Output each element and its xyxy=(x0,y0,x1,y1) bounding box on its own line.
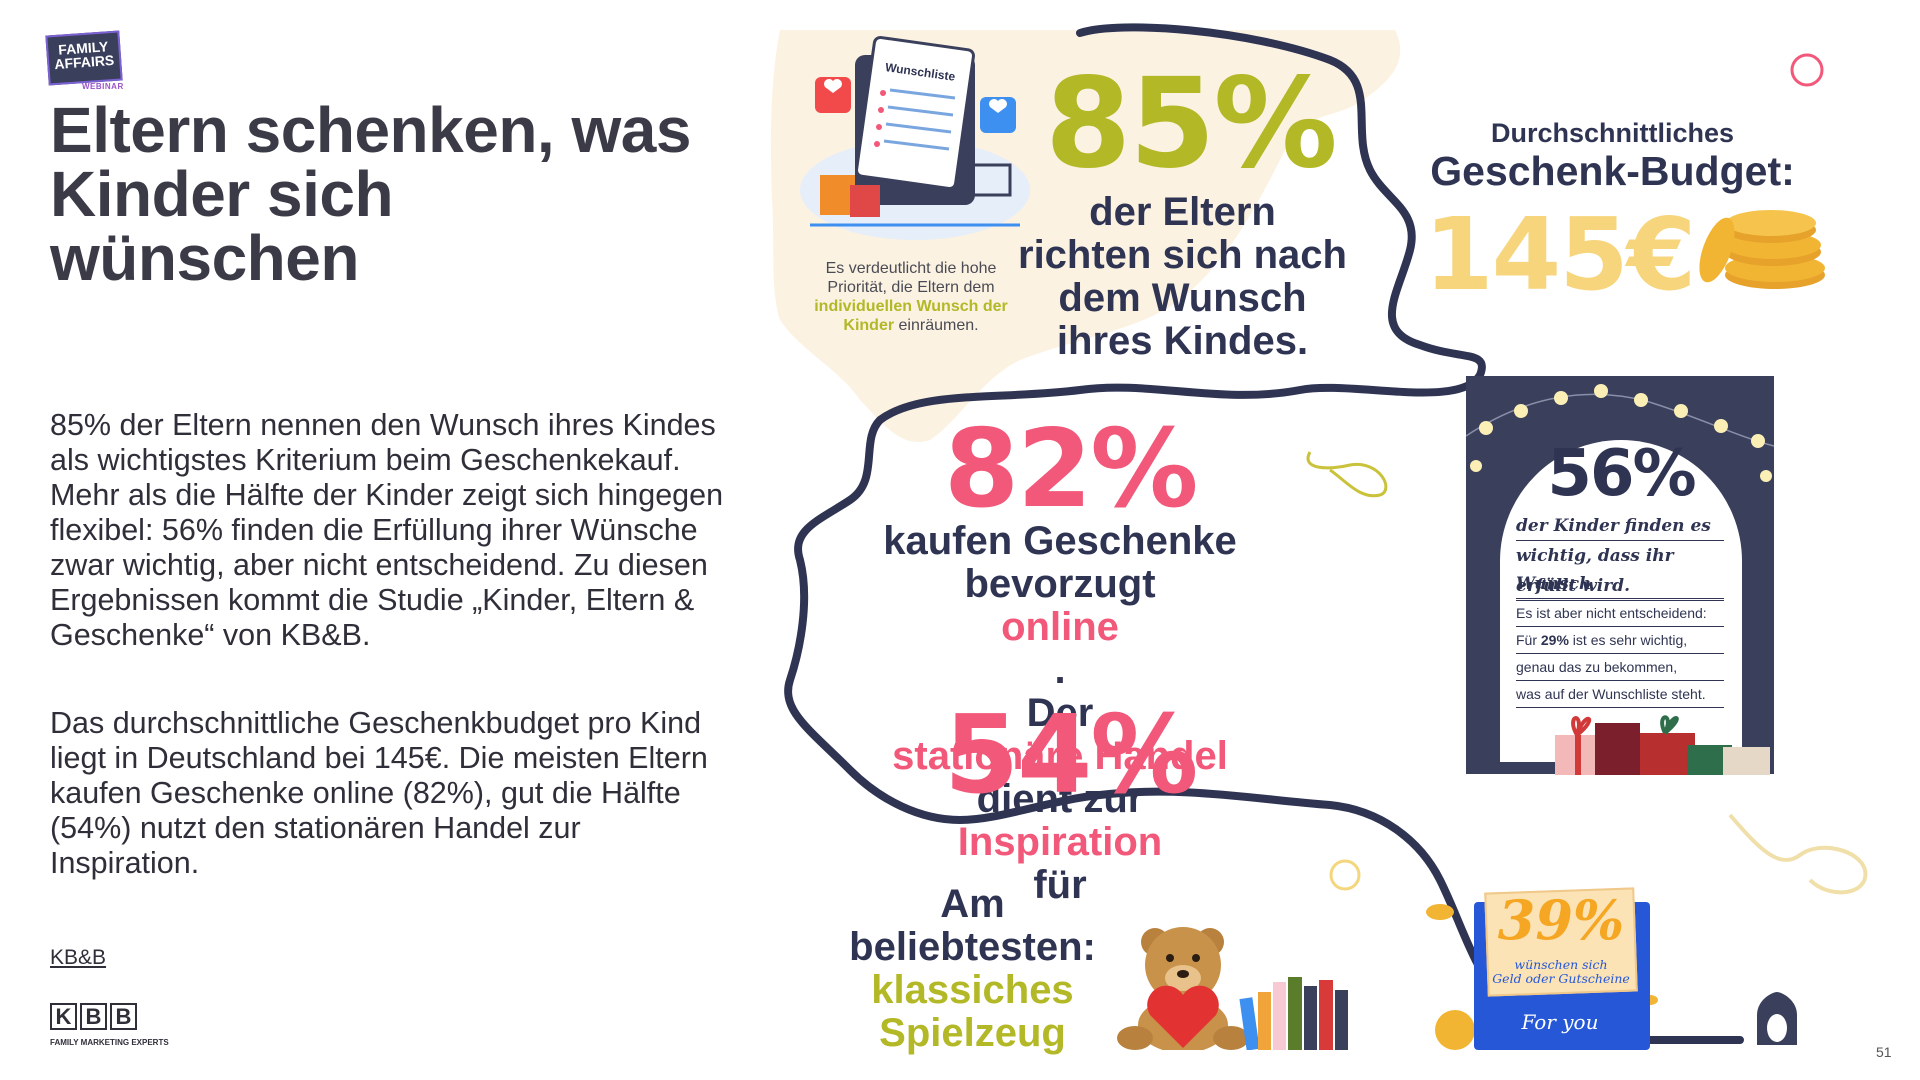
stat-82-line3: Der stationäre Handel xyxy=(892,691,1228,778)
toy-line: beliebtesten: xyxy=(849,925,1096,969)
stat-82-line2: bevorzugt online. xyxy=(964,562,1156,692)
logo-webinar: WEBINAR xyxy=(82,82,124,91)
popular-toy-text: Am beliebtesten: klassiches Spielzeug xyxy=(830,883,1115,1055)
note-text-2: einräumen. xyxy=(894,317,979,334)
page-number: 51 xyxy=(1876,1044,1892,1060)
coin xyxy=(1426,904,1454,920)
gift-boxes-icon xyxy=(1555,715,1770,775)
envelope-label: For you xyxy=(1521,1010,1599,1034)
stat-56-line: wichtig, dass ihr Wunsch xyxy=(1516,542,1724,599)
stat-82-line1: kaufen Geschenke xyxy=(883,519,1237,563)
curvy-line xyxy=(784,23,1744,1044)
body-paragraph-1: 85% der Eltern nennen den Wunsch ihres K… xyxy=(50,408,724,652)
gift-tag-icon xyxy=(1757,992,1797,1045)
kbb-letter: K xyxy=(50,1003,77,1030)
kbb-letter: B xyxy=(80,1003,107,1030)
budget-label-1: Durchschnittliches xyxy=(1490,118,1735,148)
stat-85-text: der Eltern richten sich nach dem Wunsch … xyxy=(1010,191,1355,363)
priority-note: Es verdeutlicht die hohe Priorität, die … xyxy=(796,259,1026,335)
stat-85-line: ihres Kindes. xyxy=(1056,319,1309,363)
pink-ring xyxy=(1790,53,1824,87)
stat-56-detail: genau das zu bekommen, xyxy=(1516,654,1724,681)
stat-82-value: 82% xyxy=(944,407,1199,532)
body-paragraph-2: Das durchschnittliche Geschenkbudget pro… xyxy=(50,706,708,880)
coin xyxy=(1435,1010,1475,1050)
stat-39-value: 39% xyxy=(1497,888,1625,952)
note-text-1: Es verdeutlicht die hohe Priorität, die … xyxy=(825,260,997,296)
stat-39-text: wünschen sich Geld oder Gutscheine xyxy=(1486,958,1636,986)
title-line3: wünschen xyxy=(50,222,359,294)
wishlist-illustration xyxy=(800,35,1030,240)
stat-56-line: der Kinder finden es xyxy=(1516,512,1724,541)
source-link[interactable]: KB&B xyxy=(50,946,107,969)
stat-82-text: kaufen Geschenke bevorzugt online. Der s… xyxy=(800,520,1320,907)
yellow-ring xyxy=(1329,859,1361,891)
note-highlight: individuellen Wunsch der Kinder xyxy=(814,298,1008,334)
budget-value: 145€ xyxy=(1424,196,1696,313)
coin-stack-icon xyxy=(1699,210,1825,289)
budget-label-2: Geschenk-Budget: xyxy=(1430,148,1795,194)
kbb-letter: B xyxy=(110,1003,137,1030)
stat-56-detail: was auf der Wunschliste steht. xyxy=(1516,681,1724,708)
teddy-bear-and-books xyxy=(1117,927,1348,1050)
stat-39-line: Geld oder Gutscheine xyxy=(1492,971,1630,986)
stat-56-detail: Es ist aber nicht entscheidend: xyxy=(1516,600,1724,627)
kbb-tagline: FAMILY MARKETING EXPERTS xyxy=(50,1038,169,1047)
title-line1: Eltern schenken, was xyxy=(50,94,691,166)
stat-54-value: 54% xyxy=(944,693,1199,818)
stat-85-line: dem Wunsch xyxy=(1058,276,1307,320)
string-lights xyxy=(1466,384,1774,482)
stat-85-line: richten sich nach xyxy=(1018,233,1347,277)
stat-39-line: wünschen sich xyxy=(1514,957,1608,972)
stat-82-line4: dient zur Inspiration für xyxy=(957,777,1163,907)
stat-56-line: erfüllt wird. xyxy=(1516,572,1724,601)
logo-line2: AFFAIRS xyxy=(53,51,115,73)
toy-line: klassiches xyxy=(871,968,1074,1012)
stat-85-value: 85% xyxy=(1045,52,1338,196)
family-affairs-logo: FAMILY AFFAIRS xyxy=(45,30,123,86)
title-line2: Kinder sich xyxy=(50,158,394,230)
page-title: Eltern schenken, was Kinder sich wünsche… xyxy=(50,98,750,290)
stat-85-line: der Eltern xyxy=(1089,190,1276,234)
stat-56-value: 56% xyxy=(1547,437,1696,511)
stat-56-arch xyxy=(1500,440,1742,762)
stat-56-detail: Für 29% ist es sehr wichtig, xyxy=(1516,627,1724,654)
toy-line: Am xyxy=(940,882,1005,926)
olive-squiggle xyxy=(1306,451,1388,498)
toy-line: Spielzeug xyxy=(879,1011,1066,1055)
beige-squiggle xyxy=(1728,813,1868,895)
